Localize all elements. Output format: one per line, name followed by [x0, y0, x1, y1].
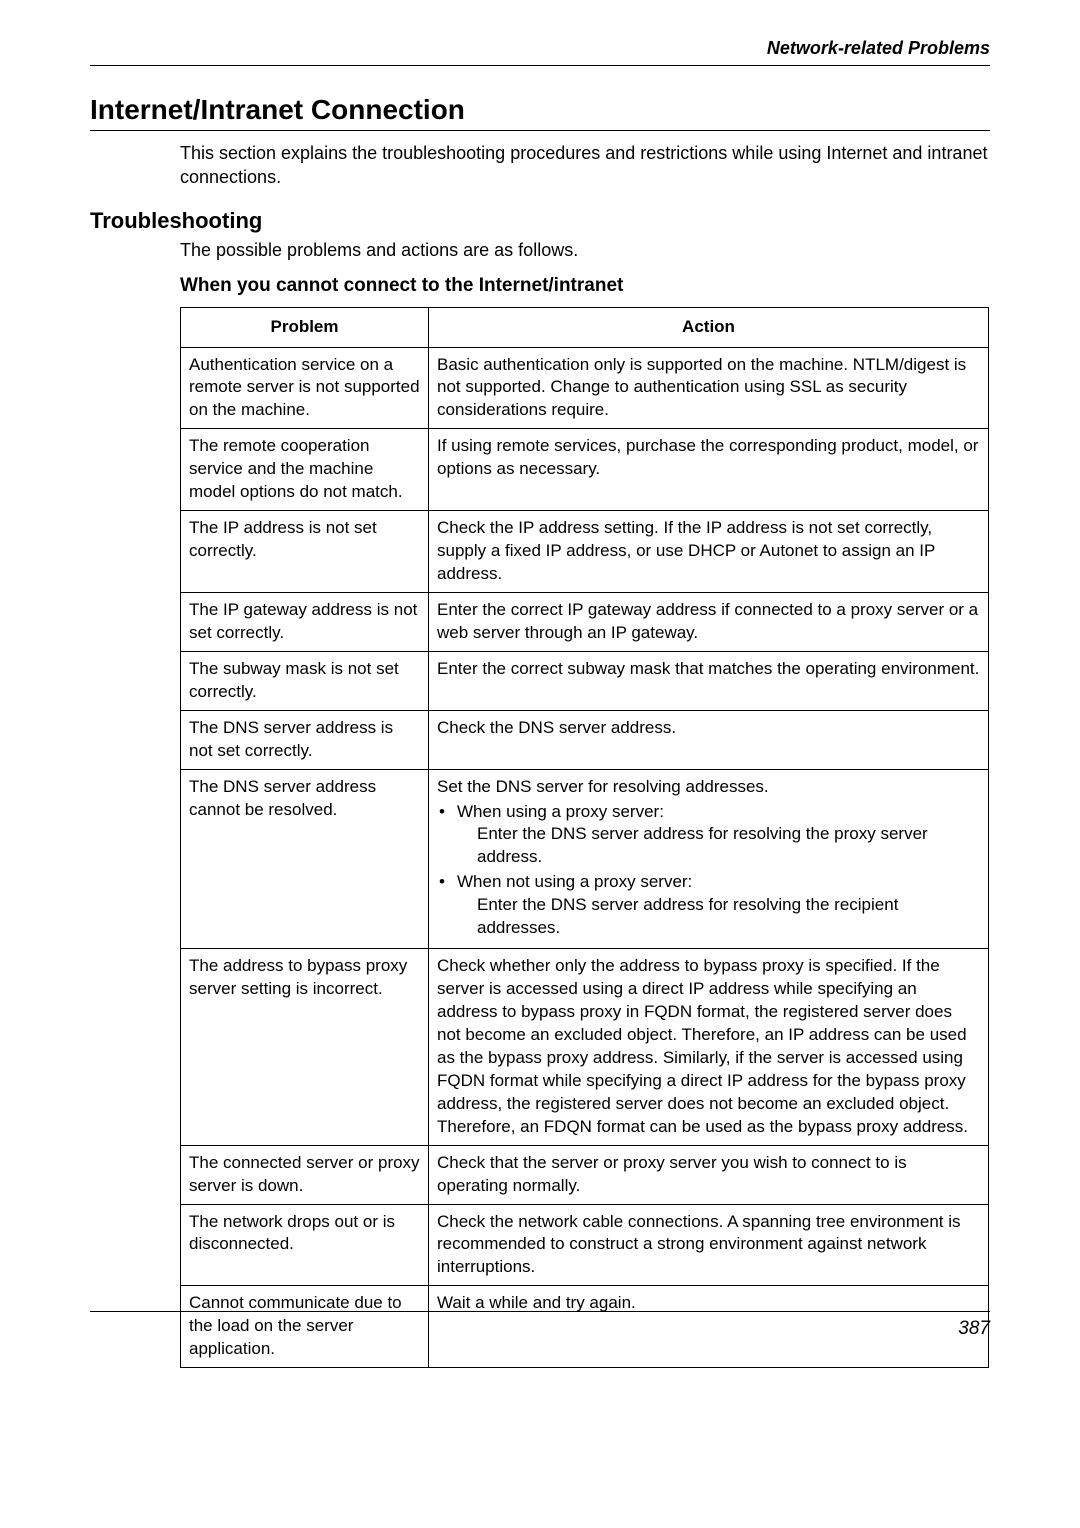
page-footer: 387 — [90, 1311, 990, 1340]
cell-problem: The connected server or proxy server is … — [181, 1145, 429, 1204]
table-row: The network drops out or is disconnected… — [181, 1204, 989, 1286]
table-row: The DNS server address cannot be resolve… — [181, 769, 989, 949]
bullet-head: When using a proxy server: — [457, 802, 664, 821]
cell-problem: The IP address is not set correctly. — [181, 511, 429, 593]
cell-problem: The remote cooperation service and the m… — [181, 429, 429, 511]
bullet-item: When not using a proxy server: Enter the… — [437, 871, 980, 940]
bullet-body: Enter the DNS server address for resolvi… — [457, 823, 980, 869]
bullet-body: Enter the DNS server address for resolvi… — [457, 894, 980, 940]
bullet-item: When using a proxy server: Enter the DNS… — [437, 801, 980, 870]
section-subtext: The possible problems and actions are as… — [180, 240, 990, 261]
table-row: The connected server or proxy server is … — [181, 1145, 989, 1204]
page-title: Internet/Intranet Connection — [90, 94, 990, 131]
cell-action: Enter the correct IP gateway address if … — [429, 592, 989, 651]
table-row: The remote cooperation service and the m… — [181, 429, 989, 511]
cell-action: Check that the server or proxy server yo… — [429, 1145, 989, 1204]
table-row: The IP address is not set correctly. Che… — [181, 511, 989, 593]
cell-problem: The address to bypass proxy server setti… — [181, 949, 429, 1146]
col-action: Action — [429, 307, 989, 347]
table-row: The IP gateway address is not set correc… — [181, 592, 989, 651]
cell-action: If using remote services, purchase the c… — [429, 429, 989, 511]
cell-action: Check whether only the address to bypass… — [429, 949, 989, 1146]
troubleshooting-table: Problem Action Authentication service on… — [180, 307, 989, 1369]
cell-action: Check the network cable connections. A s… — [429, 1204, 989, 1286]
cell-action: Basic authentication only is supported o… — [429, 347, 989, 429]
table-header-row: Problem Action — [181, 307, 989, 347]
section-heading: Troubleshooting — [90, 208, 990, 234]
cell-action: Enter the correct subway mask that match… — [429, 651, 989, 710]
action-bullets: When using a proxy server: Enter the DNS… — [437, 801, 980, 941]
page-number: 387 — [958, 1318, 990, 1339]
running-header: Network-related Problems — [90, 38, 990, 66]
table-row: The subway mask is not set correctly. En… — [181, 651, 989, 710]
table-title: When you cannot connect to the Internet/… — [180, 275, 990, 297]
cell-problem: The DNS server address is not set correc… — [181, 710, 429, 769]
cell-problem: The DNS server address cannot be resolve… — [181, 769, 429, 949]
cell-problem: The subway mask is not set correctly. — [181, 651, 429, 710]
table-row: The DNS server address is not set correc… — [181, 710, 989, 769]
table-row: Authentication service on a remote serve… — [181, 347, 989, 429]
cell-problem: The IP gateway address is not set correc… — [181, 592, 429, 651]
cell-problem: Authentication service on a remote serve… — [181, 347, 429, 429]
cell-action: Check the DNS server address. — [429, 710, 989, 769]
cell-action: Set the DNS server for resolving address… — [429, 769, 989, 949]
intro-text: This section explains the troubleshootin… — [180, 141, 990, 190]
action-lead: Set the DNS server for resolving address… — [437, 777, 769, 796]
bullet-head: When not using a proxy server: — [457, 872, 692, 891]
cell-action: Check the IP address setting. If the IP … — [429, 511, 989, 593]
table-row: The address to bypass proxy server setti… — [181, 949, 989, 1146]
col-problem: Problem — [181, 307, 429, 347]
cell-problem: The network drops out or is disconnected… — [181, 1204, 429, 1286]
